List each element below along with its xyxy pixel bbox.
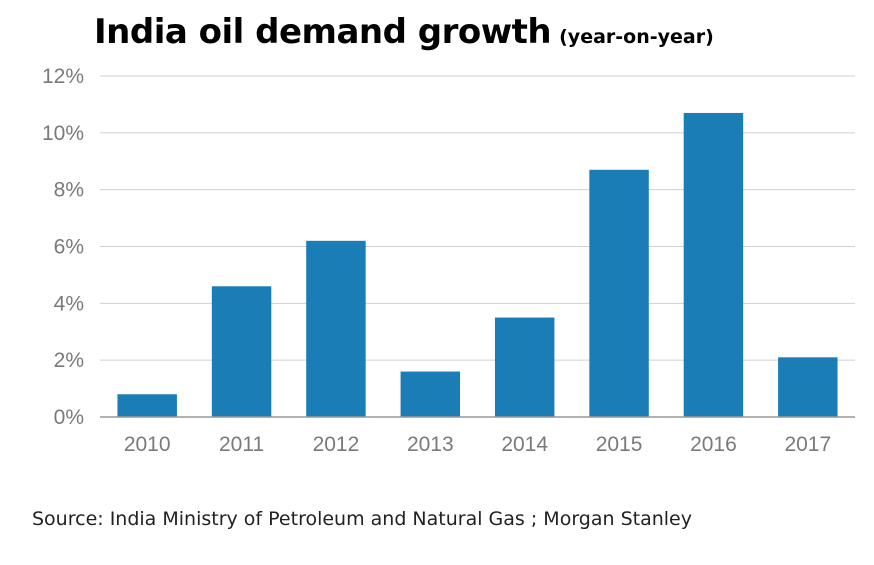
bar-2013 [400, 371, 461, 417]
bars [117, 112, 838, 418]
bar-2012 [306, 240, 366, 417]
chart-title-main: India oil demand growth [94, 12, 552, 52]
y-tick-labels: 0% 2% 4% 6% 8% 10% 12% [42, 65, 84, 429]
bar-chart: 0%2%4%6%8%10%12% 2010 2011 2012 2013 2014 201… [42, 65, 855, 456]
y-tick-label: 4% [54, 292, 84, 315]
chart-title: India oil demand growth (year-on-year) [94, 12, 714, 52]
bar-2014 [494, 317, 555, 417]
x-tick-label: 2012 [313, 433, 360, 456]
x-tick-label: 2017 [784, 433, 831, 456]
bar-2017 [778, 357, 838, 417]
source-note: Source: India Ministry of Petroleum and … [32, 508, 692, 530]
y-tick-label: 8% [54, 179, 84, 202]
bar-2015 [589, 169, 649, 417]
x-tick-label: 2015 [596, 433, 643, 456]
y-tick-label: 6% [54, 236, 84, 259]
x-tick-labels: 2010 2011 2012 2013 2014 2015 2016 2017 [124, 433, 831, 456]
bar-2011 [211, 286, 272, 417]
x-tick-label: 2011 [219, 433, 264, 456]
y-tick-label: 12% [42, 65, 84, 88]
bar-2016 [683, 112, 744, 418]
chart-subtitle: (year-on-year) [559, 26, 714, 48]
x-tick-label: 2014 [501, 433, 548, 456]
y-tick-label: 0% [54, 406, 84, 429]
y-tick-label: 10% [42, 122, 84, 145]
y-tick-label: 2% [54, 349, 84, 372]
x-tick-label: 2010 [124, 433, 171, 456]
x-tick-label: 2016 [690, 433, 737, 456]
bar-2010 [117, 394, 177, 417]
x-tick-label: 2013 [407, 433, 454, 456]
